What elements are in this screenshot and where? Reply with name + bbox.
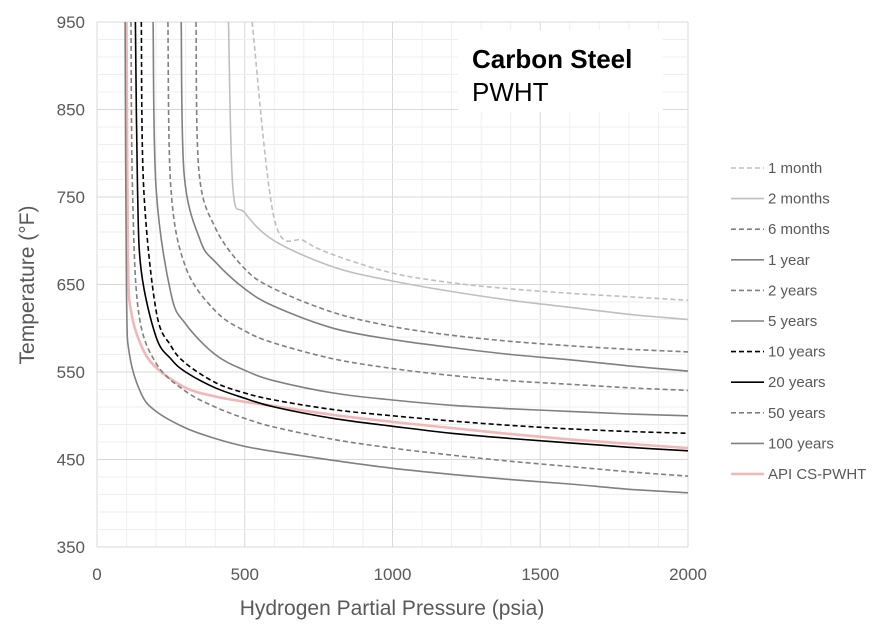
legend-label: 5 years — [768, 313, 817, 330]
y-tick-label: 350 — [57, 538, 85, 557]
legend-label: 6 months — [768, 221, 830, 238]
x-tick-label: 2000 — [669, 565, 707, 584]
y-tick-label: 550 — [57, 363, 85, 382]
series-line-100-years — [124, 21, 689, 494]
series-line-5-years — [152, 21, 689, 417]
series-line-2-years — [167, 21, 689, 392]
series-line-2-months — [227, 21, 689, 321]
x-axis-title: Hydrogen Partial Pressure (psia) — [240, 597, 545, 620]
legend-label: 10 years — [768, 344, 826, 361]
series-lines — [124, 21, 689, 494]
legend: 1 month 2 months 6 months 1 year 2 years 5 ye… — [731, 160, 866, 483]
series-line-api-cs-pwht — [125, 21, 689, 450]
y-axis-title: Temperature (°F) — [16, 206, 39, 365]
x-tick-label: 500 — [231, 565, 259, 584]
series-line-1-year — [180, 21, 689, 372]
annotation-subtitle: PWHT — [472, 77, 549, 107]
series-line-50-years — [130, 21, 689, 477]
x-tick-label: 0 — [92, 565, 101, 584]
series-line-20-years — [134, 21, 689, 452]
x-tick-label: 1500 — [521, 565, 559, 584]
y-tick-label: 750 — [57, 188, 85, 207]
annotation-title: Carbon Steel — [472, 44, 632, 74]
y-tick-label: 950 — [57, 13, 85, 32]
legend-label: 1 year — [768, 252, 810, 269]
legend-label: 2 months — [768, 191, 830, 208]
series-line-10-years — [140, 21, 689, 435]
legend-label: 1 month — [768, 160, 822, 177]
axis-tick-labels: 0 500 1000 1500 2000 350 450 550 650 750 850 950 — [57, 13, 707, 584]
y-tick-label: 650 — [57, 276, 85, 295]
legend-label: 2 years — [768, 282, 817, 299]
legend-label: 50 years — [768, 405, 826, 422]
annotation-box — [458, 30, 663, 112]
legend-label: API CS-PWHT — [768, 466, 866, 483]
legend-label: 20 years — [768, 374, 826, 391]
series-line-1-month — [251, 21, 689, 302]
y-tick-label: 850 — [57, 101, 85, 120]
x-tick-label: 1000 — [374, 565, 412, 584]
series-line-6-months — [195, 21, 689, 353]
y-tick-label: 450 — [57, 451, 85, 470]
legend-label: 100 years — [768, 435, 834, 452]
